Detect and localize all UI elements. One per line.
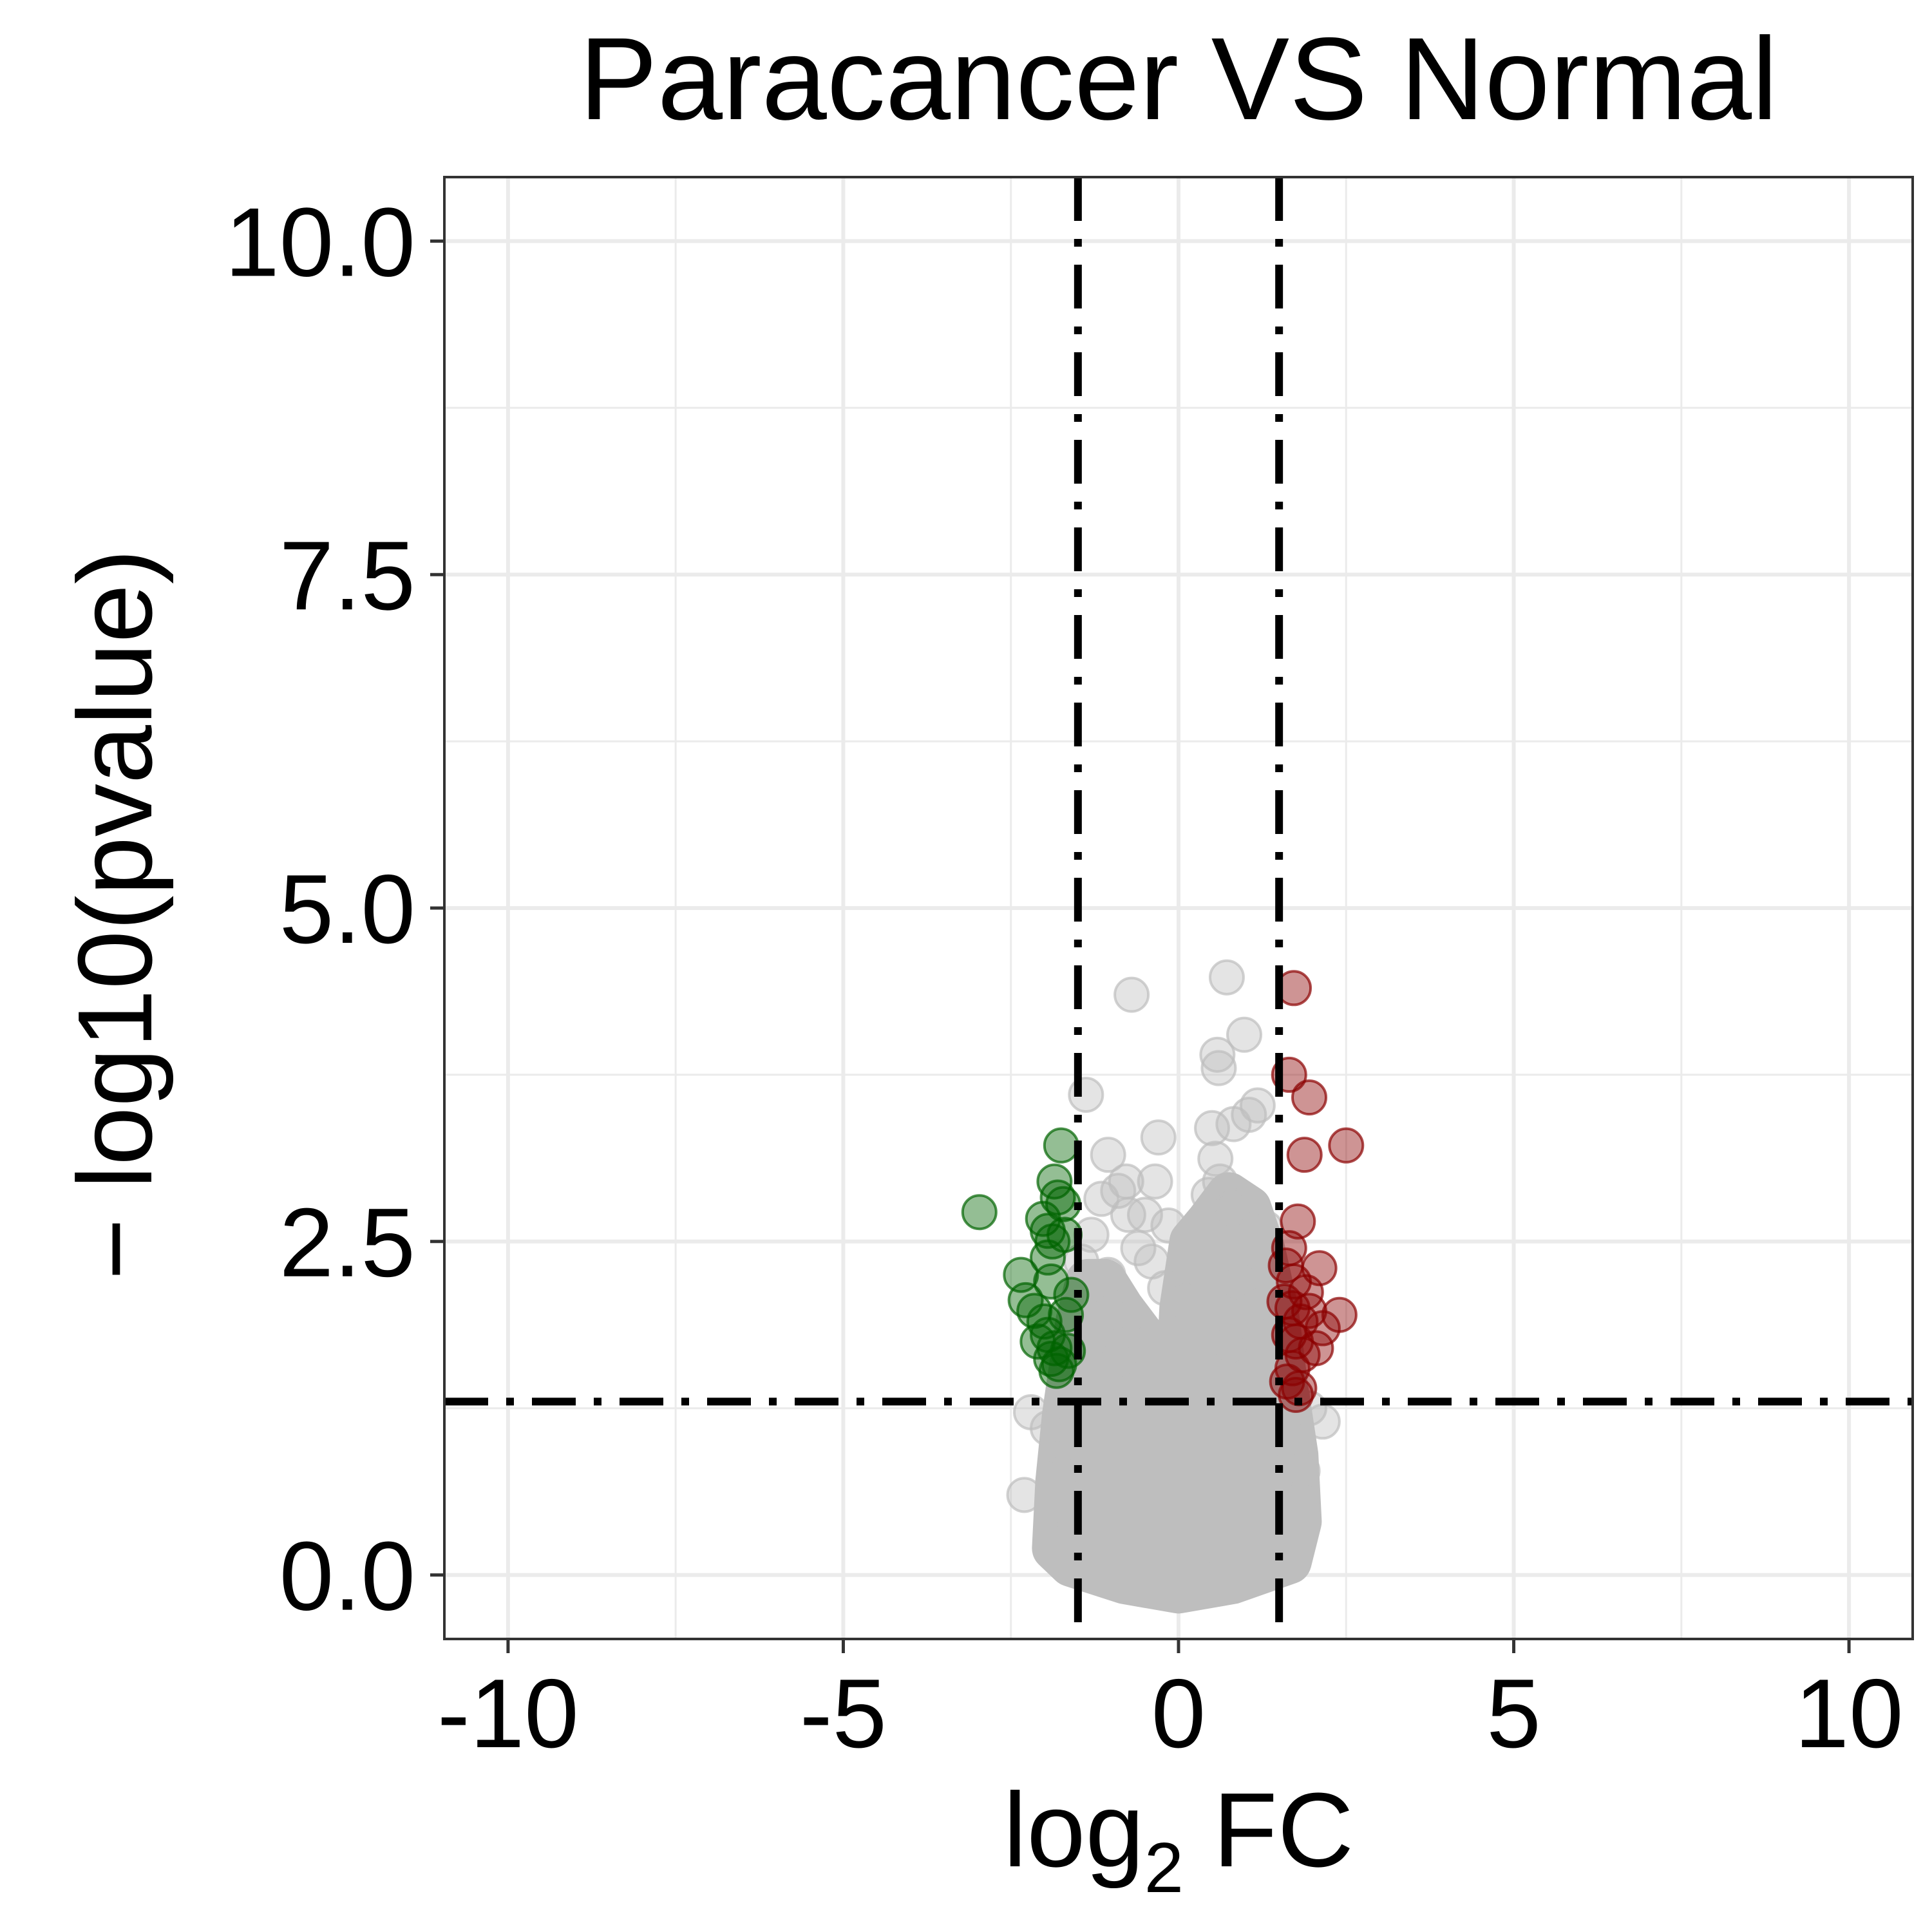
data-points <box>961 959 1365 1614</box>
downregulated-point <box>1043 1127 1079 1164</box>
non-significant-point <box>1180 1250 1217 1287</box>
non-significant-point <box>1137 1163 1173 1200</box>
non-significant-point <box>1211 1327 1247 1364</box>
non-significant-point <box>1100 1341 1137 1378</box>
non-significant-point <box>1113 976 1150 1013</box>
non-significant-point <box>1006 1477 1043 1513</box>
y-tick-label: 10.0 <box>225 187 415 297</box>
y-axis-label: − log10(pvalue) <box>56 549 174 1280</box>
non-significant-point <box>1197 1141 1234 1177</box>
downregulated-point <box>1033 1263 1070 1300</box>
y-tick-label: 2.5 <box>279 1188 415 1298</box>
non-significant-point <box>1083 1180 1120 1217</box>
non-significant-point <box>1147 1270 1184 1307</box>
non-significant-point <box>1029 1410 1066 1446</box>
y-tick-label: 5.0 <box>279 855 415 964</box>
upregulated-point <box>1328 1127 1365 1164</box>
non-significant-point <box>1120 1230 1157 1267</box>
downregulated-point <box>961 1194 998 1231</box>
x-tick-label: -5 <box>800 1659 887 1768</box>
non-significant-point <box>1140 1119 1177 1156</box>
non-significant-point <box>1284 1453 1321 1490</box>
non-significant-point <box>1090 1137 1126 1173</box>
non-significant-point <box>1208 959 1245 996</box>
chart-title: Paracancer VS Normal <box>579 13 1777 144</box>
non-significant-point <box>1234 1290 1271 1327</box>
downregulated-point <box>1039 1179 1076 1216</box>
non-significant-point <box>1199 1036 1236 1073</box>
upregulated-point <box>1278 1376 1314 1413</box>
non-significant-point <box>1053 1497 1090 1533</box>
non-significant-point <box>1043 1457 1079 1493</box>
x-axis-label-subscript: 2 <box>1144 1828 1184 1908</box>
y-tick-label: 7.5 <box>279 521 415 630</box>
y-tick-label: 0.0 <box>279 1522 415 1631</box>
upregulated-point <box>1291 1079 1328 1116</box>
x-axis-label: log2 FC <box>1003 1771 1354 1908</box>
downregulated-point <box>1038 1352 1075 1389</box>
non-significant-point <box>1276 1430 1312 1466</box>
x-tick-label: 5 <box>1486 1659 1541 1768</box>
non-significant-point <box>1150 1207 1187 1244</box>
x-tick-label: -10 <box>437 1659 579 1768</box>
threshold-lines <box>444 177 1913 1639</box>
non-significant-point <box>1113 1296 1150 1333</box>
x-axis-label-base: log <box>1003 1771 1144 1889</box>
upregulated-point <box>1280 1203 1316 1240</box>
non-significant-point <box>1200 1050 1237 1086</box>
non-significant-point <box>1214 1190 1251 1227</box>
downregulated-point <box>1026 1303 1063 1340</box>
non-significant-point <box>1239 1087 1276 1124</box>
x-tick-label: 10 <box>1795 1659 1904 1768</box>
axes: -10 -5 0 5 10 0.0 2.5 5.0 7.5 10.0 <box>225 187 1903 1768</box>
upregulated-point <box>1286 1137 1323 1173</box>
x-tick-label: 0 <box>1151 1659 1206 1768</box>
x-axis-label-suffix: FC <box>1184 1771 1354 1889</box>
non-significant-point <box>1226 1016 1263 1053</box>
non-significant-point <box>1167 1283 1204 1320</box>
